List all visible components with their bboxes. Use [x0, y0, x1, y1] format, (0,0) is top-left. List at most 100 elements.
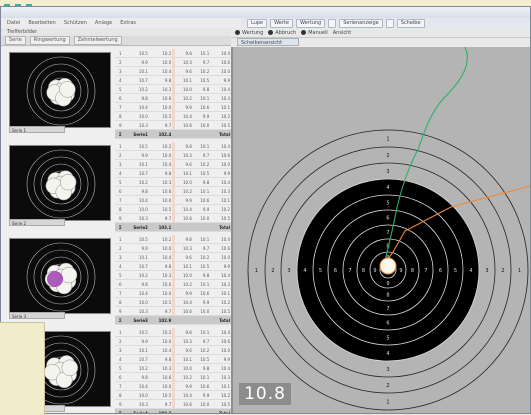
- menu-item-system[interactable]: Anlage: [94, 20, 113, 26]
- table-total-row: Σ Serie1 102.4 Total: [115, 129, 231, 139]
- table-cell: 10.2: [122, 177, 149, 187]
- app-window: Datei Bearbeiten Schützen Anlage Extras …: [0, 6, 531, 414]
- table-cell: 10.0: [148, 102, 173, 112]
- table-cell: 10.1: [210, 288, 231, 298]
- table-cell: 10.4: [148, 252, 173, 262]
- menu-item-file[interactable]: Datei: [7, 20, 21, 26]
- table-cell: 10.6: [148, 186, 173, 196]
- table-cell: 10.1: [192, 328, 211, 337]
- table-cell: 10.5: [210, 306, 231, 316]
- ring-number-label: 6: [439, 268, 442, 274]
- table-cell: 10.0: [175, 270, 193, 280]
- table-cell: 1: [115, 49, 123, 58]
- table-cell: 3: [115, 159, 123, 169]
- table-cell: 10.2: [148, 328, 173, 337]
- table-cell: 10.3: [148, 363, 173, 373]
- table-cell: 10.0: [122, 297, 149, 307]
- table-cell: [175, 129, 193, 139]
- menu-item-extras[interactable]: Extras: [120, 20, 137, 26]
- table-cell: 10.3: [210, 279, 231, 289]
- option-abort[interactable]: Abbruch: [268, 29, 296, 36]
- ring-number-label: 5: [454, 268, 457, 274]
- thumbnail-ring: [33, 249, 89, 305]
- table-cell: 10.2: [210, 204, 231, 214]
- table-cell: Total: [210, 129, 231, 139]
- table-cell: 2: [115, 57, 123, 67]
- table-cell: 10.1: [175, 354, 193, 364]
- table-cell: 10.0: [192, 120, 211, 130]
- table-row: 4 10.7 9.8 10.1 10.5 9.9: [115, 168, 231, 178]
- table-cell: 10.4: [210, 177, 231, 187]
- table-cell: 10.2: [148, 142, 173, 151]
- toolbar-button-values[interactable]: Werte: [270, 18, 293, 28]
- table-row: 1 10.5 10.2 9.8 10.1 10.4: [115, 142, 231, 151]
- option-scoring[interactable]: Wertung: [235, 29, 263, 36]
- table-cell: 10.0: [175, 363, 193, 373]
- table-cell: 10.3: [175, 336, 193, 346]
- table-cell: [192, 129, 211, 139]
- table-cell: [172, 363, 176, 373]
- table-cell: 10.0: [210, 66, 231, 76]
- table-cell: 10.5: [148, 297, 173, 307]
- shot-value-table: 1 10.5 10.2 9.8 10.1 10.4 2 9.9 10.0 10.3 9.7 10.6 3…: [115, 49, 231, 139]
- ring-number-label: 6: [386, 321, 389, 327]
- table-cell: 10.1: [175, 261, 193, 271]
- table-cell: 10.2: [175, 186, 193, 196]
- shot-mark: [61, 359, 79, 377]
- table-cell: 10.3: [210, 372, 231, 382]
- ring-number-label: 4: [386, 185, 389, 191]
- table-cell: 10.3: [175, 57, 193, 67]
- table-cell: 10.1: [192, 235, 211, 244]
- series-thumbnail[interactable]: [9, 145, 111, 221]
- toolbar-button-zoom[interactable]: Lupe: [247, 18, 268, 28]
- table-row: 2 9.9 10.0 10.3 9.7 10.6: [115, 336, 231, 346]
- table-cell: 2: [115, 243, 123, 253]
- thumbnail-ring: [26, 149, 96, 219]
- toolbar-button-blank-2[interactable]: [385, 18, 394, 28]
- table-cell: 5: [115, 84, 123, 94]
- tab-ring-scoring[interactable]: Ringwertung: [29, 36, 70, 45]
- toolbar-button-target[interactable]: Scheibe: [396, 18, 425, 28]
- table-row: 8 10.0 10.5 10.4 9.9 10.2: [115, 111, 231, 121]
- table-cell: 10.0: [210, 252, 231, 262]
- table-cell: 10.2: [192, 345, 211, 355]
- table-row: 8 10.0 10.5 10.4 9.9 10.2: [115, 390, 231, 400]
- table-cell: [172, 142, 176, 151]
- table-cell: 9.9: [175, 381, 193, 391]
- table-cell: 10.3: [148, 177, 173, 187]
- table-cell: 10.2: [148, 235, 173, 244]
- table-cell: Σ: [115, 129, 123, 139]
- table-cell: 10.4: [175, 204, 193, 214]
- ring-number-label: 3: [386, 169, 389, 175]
- table-cell: 10.6: [210, 243, 231, 253]
- toolbar-button-scoring[interactable]: Wertung: [295, 18, 326, 28]
- table-cell: [172, 150, 176, 160]
- table-cell: 9.9: [122, 336, 149, 346]
- table-cell: 9.9: [175, 288, 193, 298]
- table-row: 6 9.8 10.6 10.2 10.1 10.3: [115, 279, 231, 289]
- table-row: 4 10.7 9.8 10.1 10.5 9.9: [115, 261, 231, 271]
- table-cell: 10.6: [175, 213, 193, 223]
- toolbar-button-blank[interactable]: [328, 18, 337, 28]
- table-cell: 7: [115, 288, 123, 298]
- option-manual[interactable]: Manuell: [301, 29, 328, 36]
- tab-target-view[interactable]: Scheibenansicht: [237, 38, 299, 46]
- thumbnail-caption: Serie 3: [9, 312, 65, 319]
- tab-series[interactable]: Serie: [5, 36, 26, 45]
- series-thumbnail[interactable]: [9, 52, 111, 128]
- thumbnail-ring: [40, 163, 82, 205]
- table-cell: 10.5: [192, 75, 211, 85]
- table-cell: 10.3: [210, 93, 231, 103]
- option-view[interactable]: Ansicht: [332, 29, 352, 36]
- target-view-panel[interactable]: 111122223333444455556666777788889999 10.…: [231, 47, 530, 413]
- series-thumbnail[interactable]: [9, 238, 111, 314]
- table-cell: 10.1: [122, 252, 149, 262]
- toolbar-button-series[interactable]: Serienanzeige: [339, 18, 383, 28]
- menu-item-shooters[interactable]: Schützen: [63, 20, 87, 26]
- menu-item-edit[interactable]: Bearbeiten: [28, 20, 56, 26]
- tab-decimal-scoring[interactable]: Zehntelwertung: [73, 36, 122, 45]
- table-cell: 10.0: [148, 336, 173, 346]
- table-cell: 10.4: [175, 390, 193, 400]
- thumbnail-caption: Serie 2: [9, 219, 65, 226]
- table-cell: 10.4: [122, 288, 149, 298]
